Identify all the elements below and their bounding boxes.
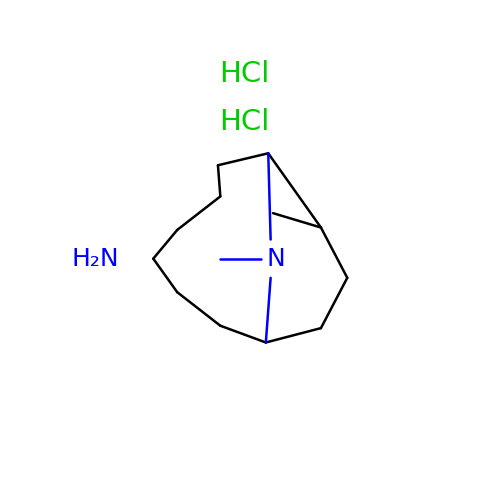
Text: H₂N: H₂N: [72, 247, 120, 271]
Text: HCl: HCl: [219, 108, 270, 136]
Text: HCl: HCl: [219, 60, 270, 88]
Text: N: N: [266, 247, 285, 271]
